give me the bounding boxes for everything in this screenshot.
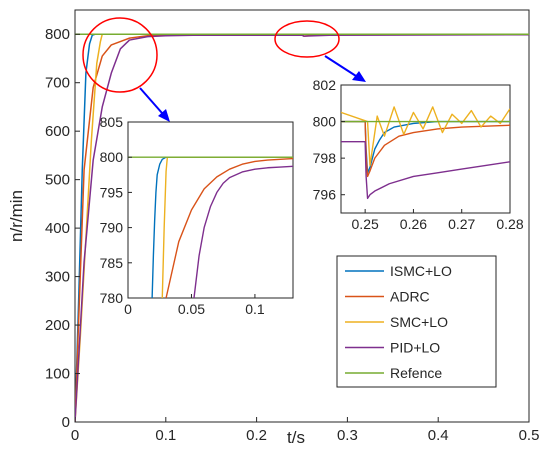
- main-y-tick-label: 600: [45, 123, 70, 140]
- main-x-tick-label: 0.5: [519, 427, 540, 444]
- zoom-arrowhead-1: [158, 109, 170, 122]
- main-x-tick-label: 0: [71, 427, 79, 444]
- inset1-x-tick-label: 0: [124, 301, 132, 317]
- inset2-y-tick-label: 800: [313, 114, 337, 130]
- main-y-tick-label: 400: [45, 220, 70, 237]
- main-tick-group: 0 0.1 0.2 0.3 0.4 0.5 0 100 200 300 400 500 600 700 80…: [45, 26, 539, 444]
- main-y-tick-label: 300: [45, 269, 70, 286]
- x-axis-label: t/s: [287, 428, 305, 447]
- main-x-tick-label: 0.3: [337, 427, 358, 444]
- inset1-y-tick-label: 780: [100, 290, 124, 306]
- inset1-series-line-pid-lo: [193, 165, 293, 298]
- main-y-tick-label: 100: [45, 366, 70, 383]
- main-y-tick-label: 500: [45, 172, 70, 189]
- inset2-y-tick-label: 798: [313, 150, 337, 166]
- inset2-series-group: [341, 106, 510, 200]
- legend-label: Refence: [390, 365, 442, 381]
- main-y-tick-label: 0: [62, 414, 70, 431]
- inset1-series-group: [128, 156, 293, 298]
- zoom-circle-1: [82, 17, 158, 93]
- inset2-series-line-smc-lo: [341, 106, 510, 167]
- y-axis-label: n/r/min: [7, 190, 26, 242]
- inset2-x-tick-label: 0.28: [496, 216, 523, 232]
- main-x-tick-label: 0.2: [246, 427, 267, 444]
- inset1-y-tick-label: 800: [100, 149, 124, 165]
- inset1-y-tick-label: 785: [100, 255, 124, 271]
- main-series-line-pid-lo: [75, 33, 529, 422]
- legend-label: PID+LO: [390, 340, 440, 356]
- inset1-series-line-ismc-lo: [151, 156, 293, 298]
- main-y-tick-label: 800: [45, 26, 70, 43]
- main-x-tick-label: 0.1: [155, 427, 176, 444]
- legend-label: ISMC+LO: [390, 263, 452, 279]
- main-x-tick-label: 0.4: [428, 427, 449, 444]
- zoom-arrow-2: [324, 55, 357, 77]
- inset1-y-tick-label: 790: [100, 220, 124, 236]
- inset2-y-tick-label: 802: [313, 77, 337, 93]
- inset2-x-tick-label: 0.26: [400, 216, 427, 232]
- legend-label: SMC+LO: [390, 314, 448, 330]
- inset2-x-tick-label: 0.27: [448, 216, 475, 232]
- main-y-tick-label: 200: [45, 317, 70, 334]
- inset1-tick-group: 0 0.05 0.1 780 785 790 795 800 805: [100, 114, 265, 317]
- inset1-y-tick-label: 795: [100, 184, 124, 200]
- inset2-y-tick-label: 796: [313, 187, 337, 203]
- main-y-tick-label: 700: [45, 75, 70, 92]
- inset1-x-tick-label: 0.05: [178, 301, 205, 317]
- inset1-series-line-adrc: [165, 157, 293, 298]
- legend-entries: ISMC+LO ADRC SMC+LO PID+LO Refence: [345, 263, 452, 381]
- zoom-arrowhead-2: [352, 71, 366, 82]
- inset2-x-tick-label: 0.25: [352, 216, 379, 232]
- inset2-series-line-pid-lo: [341, 140, 510, 200]
- legend-label: ADRC: [390, 289, 430, 305]
- inset2-tick-group: 0.25 0.26 0.27 0.28 796 798 800 802: [313, 77, 524, 232]
- zoom-arrow-1: [139, 87, 163, 114]
- zoom-circle-2: [274, 20, 340, 58]
- inset1-x-tick-label: 0.1: [245, 301, 265, 317]
- inset1-y-tick-label: 805: [100, 114, 124, 130]
